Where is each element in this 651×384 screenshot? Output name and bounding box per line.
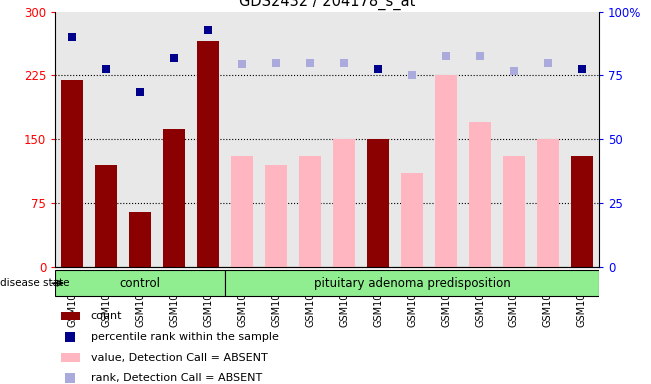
Text: value, Detection Call = ABSENT: value, Detection Call = ABSENT xyxy=(90,353,268,362)
Text: pituitary adenoma predisposition: pituitary adenoma predisposition xyxy=(314,277,510,290)
Bar xyxy=(130,212,151,267)
Bar xyxy=(61,79,83,267)
Bar xyxy=(225,270,599,296)
Bar xyxy=(55,270,225,296)
Bar xyxy=(435,75,457,267)
Text: control: control xyxy=(120,277,161,290)
Bar xyxy=(333,139,355,267)
Text: rank, Detection Call = ABSENT: rank, Detection Call = ABSENT xyxy=(90,373,262,383)
Bar xyxy=(503,156,525,267)
Text: disease state: disease state xyxy=(0,278,70,288)
Bar xyxy=(61,353,80,362)
Bar xyxy=(163,129,186,267)
Title: GDS2432 / 204178_s_at: GDS2432 / 204178_s_at xyxy=(239,0,415,10)
Text: percentile rank within the sample: percentile rank within the sample xyxy=(90,332,279,342)
Bar xyxy=(401,173,423,267)
Bar xyxy=(61,312,80,320)
Bar xyxy=(197,41,219,267)
Bar xyxy=(571,156,593,267)
Bar xyxy=(95,165,117,267)
Bar xyxy=(231,156,253,267)
Bar xyxy=(265,165,287,267)
Text: count: count xyxy=(90,311,122,321)
Bar xyxy=(537,139,559,267)
Bar xyxy=(367,139,389,267)
Bar xyxy=(299,156,321,267)
Bar xyxy=(469,122,491,267)
